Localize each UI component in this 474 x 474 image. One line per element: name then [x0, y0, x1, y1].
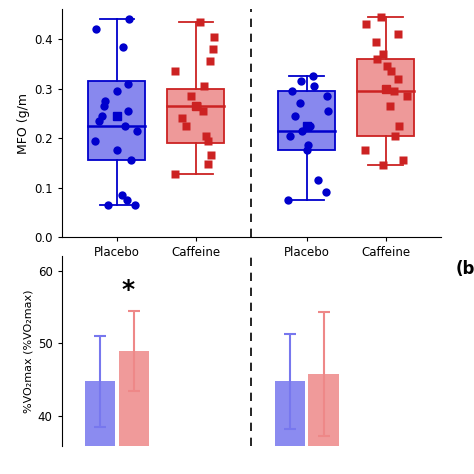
Y-axis label: %VO₂max (%VO₂max): %VO₂max (%VO₂max) [24, 289, 34, 412]
Text: Morning: Morning [131, 263, 182, 276]
Bar [167, 89, 224, 143]
Y-axis label: MFO (g/m: MFO (g/m [17, 93, 30, 154]
Bar [357, 59, 414, 136]
Bar [274, 382, 304, 474]
Bar [85, 382, 115, 474]
Text: Evening: Evening [321, 263, 371, 276]
Bar [309, 374, 338, 474]
Text: (b): (b) [456, 260, 474, 278]
Bar [278, 91, 335, 150]
Bar [119, 351, 149, 474]
Text: *: * [121, 278, 134, 302]
Bar [89, 81, 146, 160]
